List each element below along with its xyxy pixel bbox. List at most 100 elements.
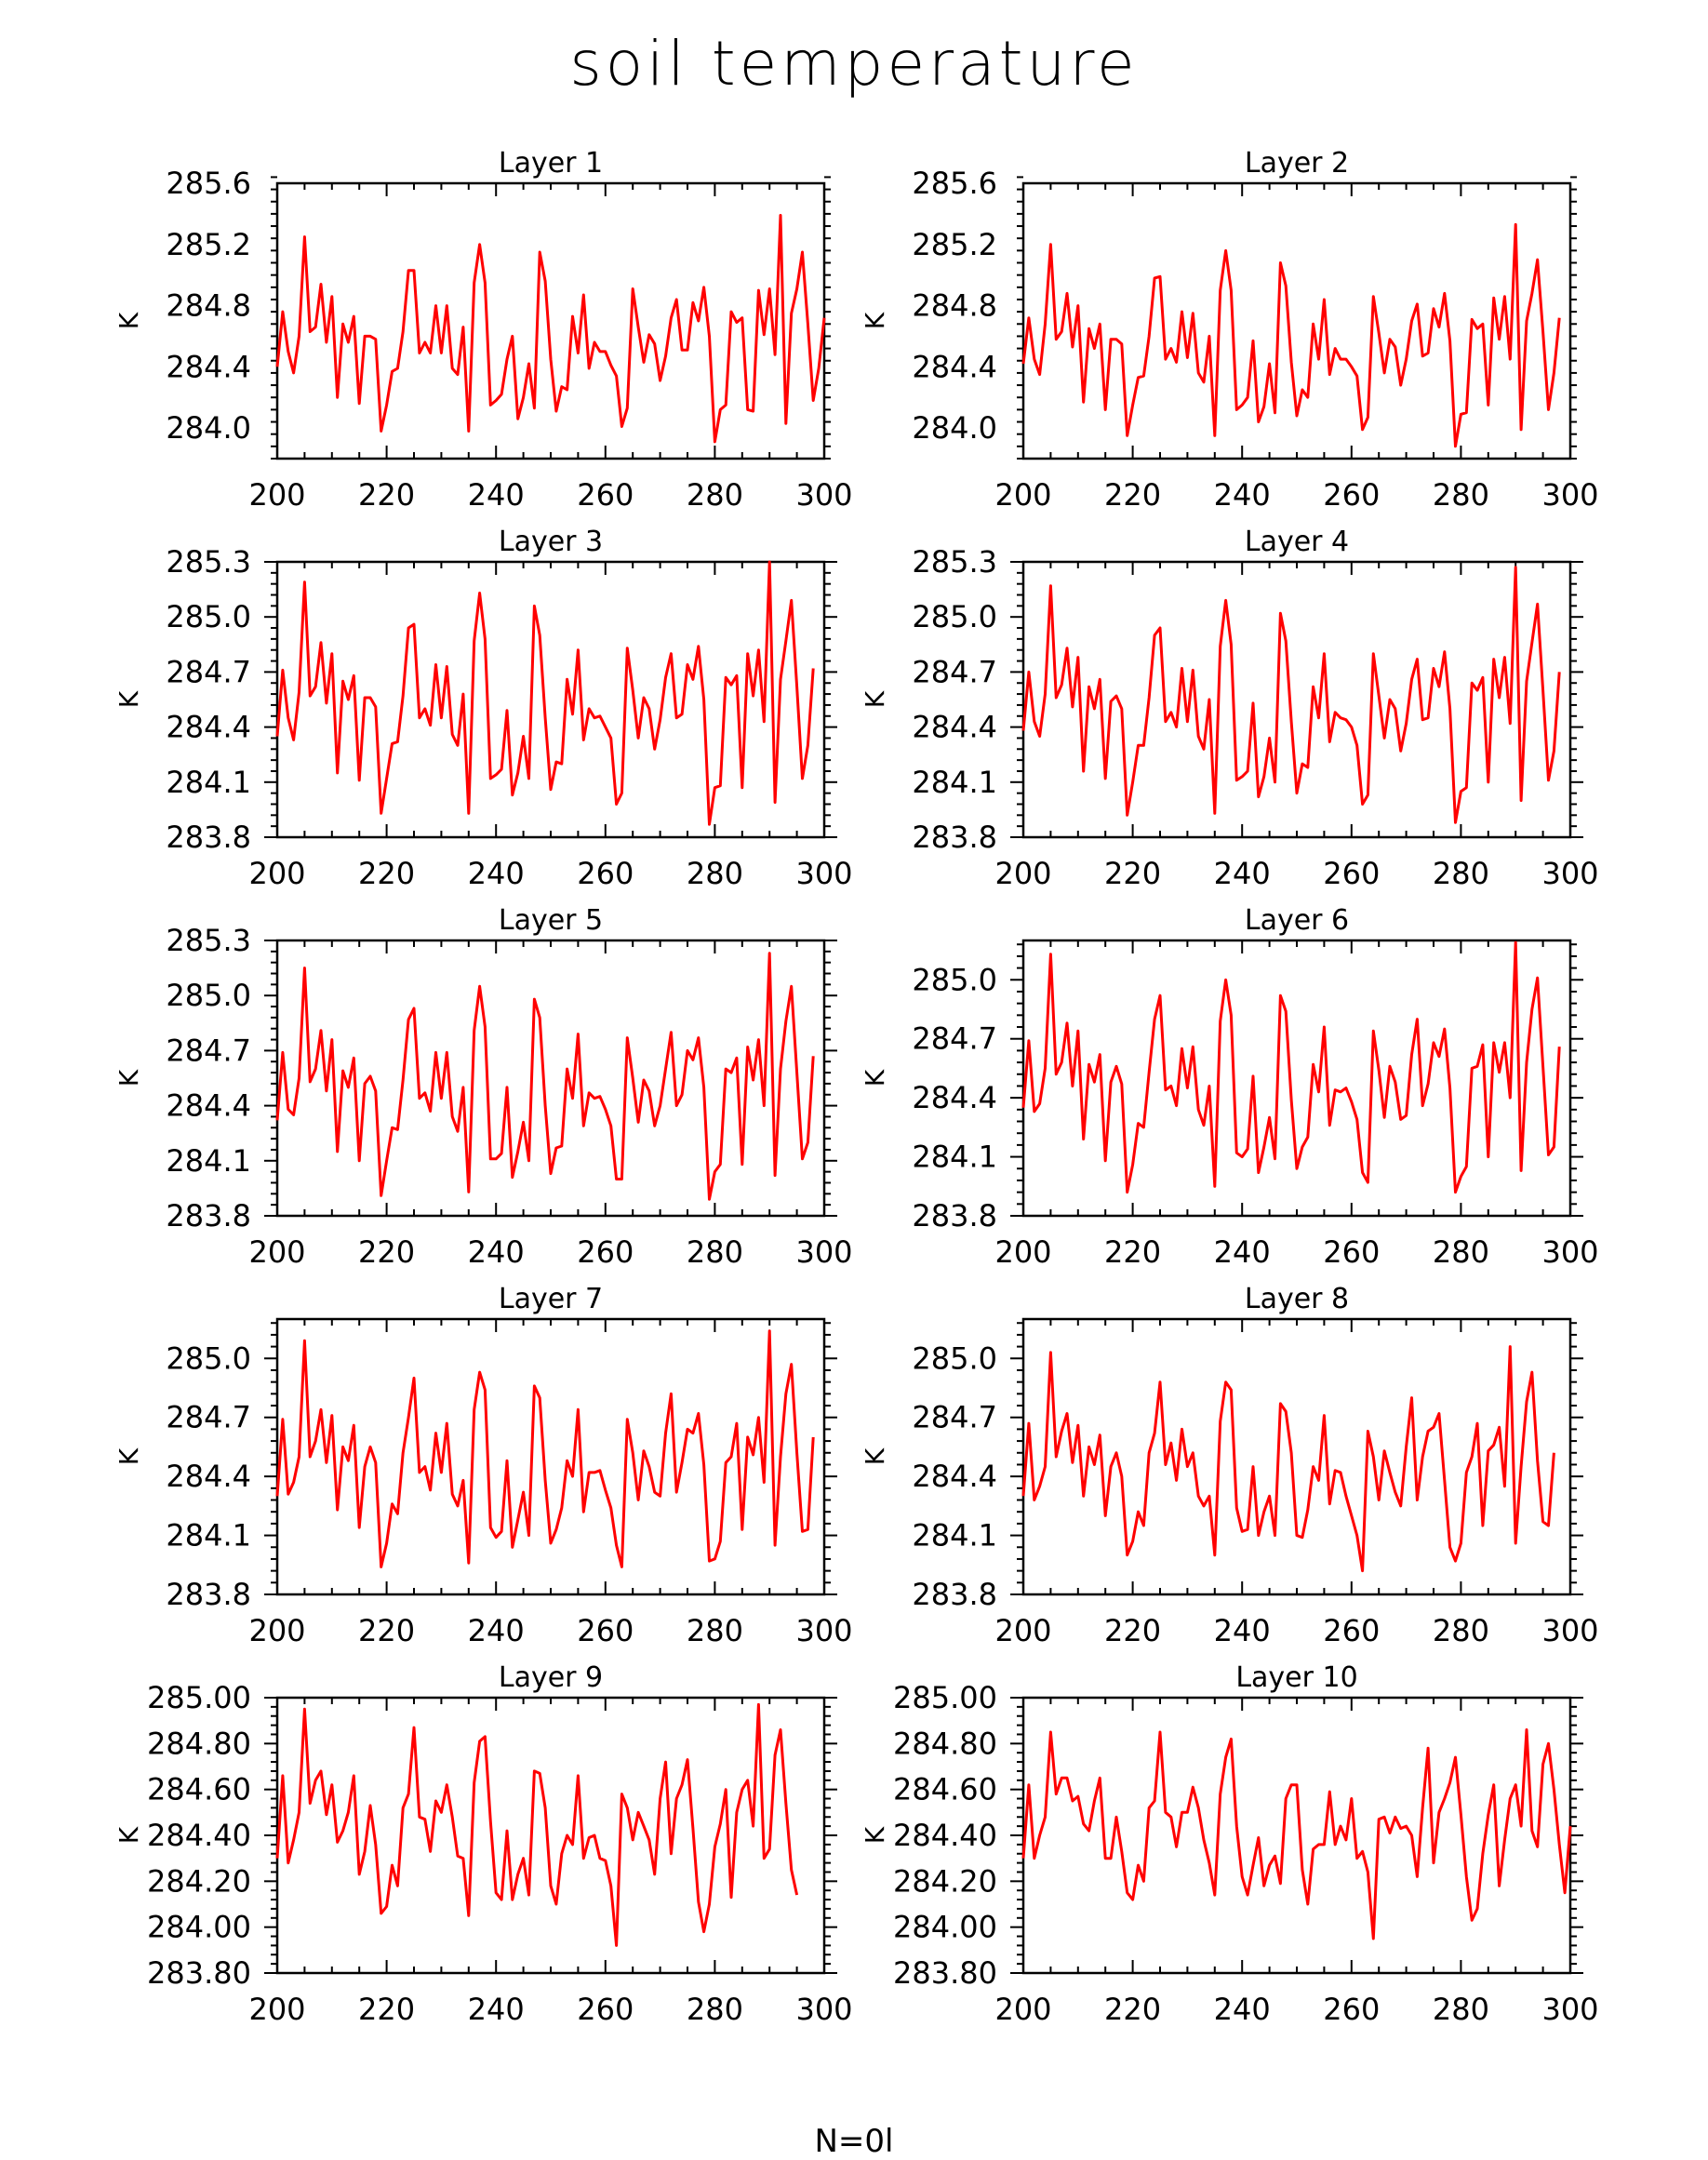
- x-tick-label: 280: [687, 1992, 743, 2027]
- x-tick-label: 220: [358, 1613, 415, 1648]
- y-tick-label: 284.0: [912, 410, 997, 446]
- y-tick-label: 284.7: [166, 1033, 251, 1068]
- x-tick-label: 220: [358, 1234, 415, 1270]
- panel-3: Layer 3 K 200 220 240 260 280 300 283.8 284.1 284.…: [113, 526, 853, 891]
- panel-title: Layer 8: [1245, 1283, 1349, 1315]
- x-tick-label: 240: [468, 477, 525, 513]
- y-tick-label: 284.40: [147, 1818, 251, 1853]
- panel-title: Layer 3: [499, 526, 603, 558]
- x-tick-label: 260: [1323, 1613, 1380, 1648]
- y-tick-label: 284.00: [893, 1910, 997, 1945]
- x-tick-label: 260: [577, 1234, 634, 1270]
- x-tick-label: 220: [358, 1992, 415, 2027]
- x-tick-label: 260: [577, 856, 634, 891]
- y-tick-label: 285.0: [166, 599, 251, 634]
- y-tick-label: 285.3: [166, 544, 251, 580]
- plot-frame: [275, 560, 826, 839]
- y-tick-label: 285.6: [912, 166, 997, 201]
- x-tick-label: 300: [795, 1234, 852, 1270]
- y-tick-label: 284.7: [912, 1400, 997, 1435]
- x-tick-label: 240: [1214, 477, 1271, 513]
- y-tick-label: 285.0: [912, 1340, 997, 1376]
- panel-10: Layer 10 K 200 220 240 260 280 300 283.80 284.00 2…: [860, 1661, 1599, 2027]
- y-tick-label: 284.7: [166, 1400, 251, 1435]
- x-tick-label: 280: [687, 1234, 743, 1270]
- x-tick-label: 220: [1104, 1613, 1161, 1648]
- x-tick-label: 280: [1433, 1992, 1489, 2027]
- series-line: [1021, 940, 1561, 1194]
- y-tick-label: 283.8: [166, 1198, 251, 1233]
- x-tick-label: 240: [1214, 1234, 1271, 1270]
- panel-title: Layer 5: [499, 904, 603, 937]
- figure-title: soil temperature: [569, 28, 1139, 100]
- x-tick-label: 200: [248, 1234, 305, 1270]
- y-tick-label: 285.0: [912, 599, 997, 634]
- panel-title: Layer 9: [499, 1661, 603, 1694]
- x-tick-label: 220: [1104, 856, 1161, 891]
- y-tick-label: 284.8: [166, 288, 251, 324]
- y-tick-label: 284.1: [912, 765, 997, 800]
- x-tick-label: 220: [1104, 1234, 1161, 1270]
- y-tick-label: 284.0: [166, 410, 251, 446]
- y-tick-label: 284.4: [912, 1459, 997, 1494]
- x-tick-label: 280: [1433, 1613, 1489, 1648]
- y-tick-label: 283.8: [166, 1577, 251, 1612]
- y-tick-label: 284.1: [166, 765, 251, 800]
- y-tick-label: 284.7: [166, 654, 251, 689]
- x-tick-label: 300: [1541, 1992, 1598, 2027]
- x-tick-label: 200: [248, 1992, 305, 2027]
- y-tick-label: 284.1: [912, 1518, 997, 1553]
- x-tick-label: 280: [1433, 477, 1489, 513]
- y-tick-label: 284.60: [147, 1772, 251, 1807]
- y-axis-label: K: [860, 690, 890, 708]
- x-tick-label: 300: [795, 477, 852, 513]
- panel-8: Layer 8 K 200 220 240 260 280 300 283.8 284.1 284.…: [860, 1283, 1599, 1648]
- x-tick-label: 260: [1323, 856, 1380, 891]
- series-line: [1021, 222, 1561, 448]
- x-tick-label: 260: [577, 477, 634, 513]
- panel-5: Layer 5 K 200 220 240 260 280 300 283.8 284.1 284.…: [113, 904, 853, 1270]
- y-tick-label: 284.1: [166, 1143, 251, 1179]
- y-tick-label: 285.3: [912, 544, 997, 580]
- series-line: [1021, 566, 1561, 824]
- y-axis-label: K: [860, 312, 890, 329]
- y-tick-label: 284.4: [912, 349, 997, 384]
- y-tick-label: 284.8: [912, 288, 997, 324]
- plot-frame: [275, 1696, 826, 1975]
- y-tick-label: 283.8: [912, 820, 997, 855]
- plot-frame: [1021, 181, 1572, 460]
- panel-6: Layer 6 K 200 220 240 260 280 300 283.8 284.1 284.…: [860, 904, 1599, 1270]
- y-tick-label: 283.8: [912, 1198, 997, 1233]
- y-axis-label: K: [113, 690, 144, 708]
- panel-title: Layer 4: [1245, 526, 1349, 558]
- series-line: [275, 214, 826, 444]
- x-tick-label: 240: [468, 856, 525, 891]
- y-tick-label: 284.4: [166, 349, 251, 384]
- y-tick-label: 284.20: [147, 1863, 251, 1899]
- y-axis-label: K: [113, 1826, 144, 1844]
- x-tick-label: 280: [1433, 1234, 1489, 1270]
- x-tick-label: 200: [248, 1613, 305, 1648]
- panel-title: Layer 2: [1245, 147, 1349, 180]
- x-tick-label: 200: [248, 477, 305, 513]
- plot-frame: [1021, 1696, 1572, 1975]
- panel-title: Layer 7: [499, 1283, 603, 1315]
- y-tick-label: 285.0: [166, 978, 251, 1013]
- x-tick-label: 200: [994, 477, 1051, 513]
- y-tick-label: 284.4: [166, 710, 251, 745]
- plot-frame: [1021, 560, 1572, 839]
- x-tick-label: 220: [358, 856, 415, 891]
- x-tick-label: 300: [1541, 856, 1598, 891]
- x-tick-label: 220: [1104, 1992, 1161, 2027]
- x-tick-label: 240: [1214, 856, 1271, 891]
- panel-title: Layer 1: [499, 147, 603, 180]
- y-tick-label: 284.7: [912, 1021, 997, 1057]
- x-tick-label: 280: [1433, 856, 1489, 891]
- bottom-label: N=0l: [814, 2123, 894, 2160]
- y-tick-label: 284.1: [166, 1518, 251, 1553]
- x-tick-label: 260: [577, 1992, 634, 2027]
- y-tick-label: 285.0: [912, 962, 997, 997]
- x-tick-label: 240: [1214, 1613, 1271, 1648]
- series-line: [275, 952, 815, 1201]
